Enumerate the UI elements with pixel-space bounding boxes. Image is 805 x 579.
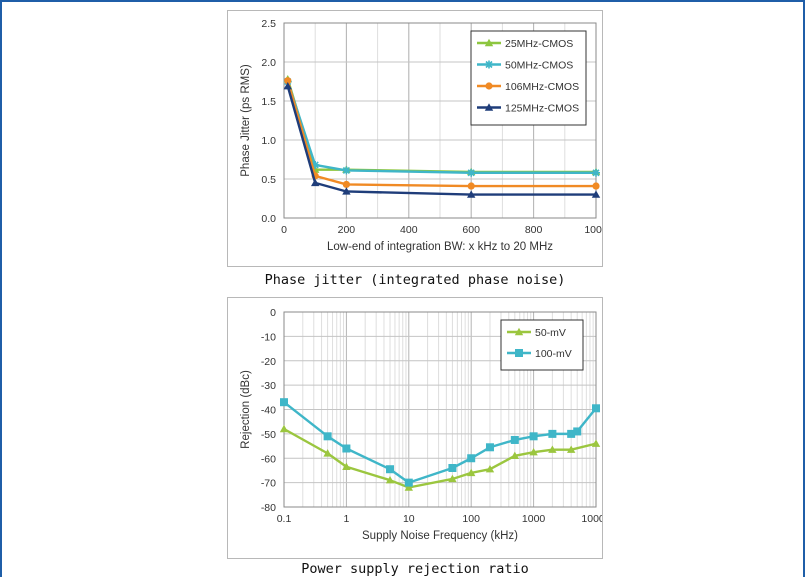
data-point (467, 454, 476, 463)
x-tick-label: 1 (343, 513, 349, 525)
data-point (566, 445, 576, 453)
data-point (323, 449, 332, 457)
data-point (404, 478, 413, 487)
legend-entry: 50MHz-CMOS (505, 60, 573, 72)
data-point (342, 462, 351, 470)
data-point (342, 444, 351, 453)
data-point (284, 77, 292, 85)
x-tick-label: 600 (462, 224, 480, 236)
y-tick-label: -10 (261, 331, 276, 343)
data-point (279, 424, 289, 433)
y-tick-label: -70 (261, 478, 276, 490)
legend-marker (514, 327, 524, 336)
x-tick-label: 800 (525, 224, 543, 236)
data-point (592, 168, 600, 177)
data-point (485, 465, 495, 473)
data-point (485, 443, 494, 452)
data-point (280, 398, 288, 407)
y-tick-label: 1.0 (261, 135, 276, 147)
y-tick-label: -20 (261, 356, 276, 368)
y-tick-label: 0.5 (261, 174, 276, 186)
legend-marker (484, 38, 494, 47)
data-point (342, 187, 351, 195)
data-point (467, 168, 476, 177)
data-point (342, 180, 350, 189)
data-point (467, 190, 476, 198)
data-point (311, 160, 320, 169)
data-point (404, 483, 413, 491)
legend-entry: 106MHz-CMOS (505, 81, 579, 93)
data-point (448, 464, 457, 472)
y-axis-label: Phase Jitter (ps RMS) (240, 64, 252, 177)
phase-jitter-caption: Phase jitter (integrated phase noise) (264, 272, 566, 288)
data-point (529, 432, 538, 441)
legend-entry: 25MHz-CMOS (505, 38, 573, 50)
data-point (592, 404, 600, 413)
legend (500, 319, 584, 371)
x-tick-label: 1000 (522, 513, 546, 525)
legend-marker (485, 82, 493, 90)
data-point (548, 429, 557, 438)
y-tick-label: -60 (261, 453, 276, 465)
legend-marker (485, 60, 493, 69)
data-point (510, 451, 520, 460)
y-tick-label: 2.5 (261, 18, 276, 30)
data-point (311, 178, 320, 187)
phase-jitter-chart-panel: 0 200 400 600 800 1000 0.0 0.5 1.0 1.5 2.0 2.5 Low-e… (227, 10, 603, 267)
data-point (567, 429, 576, 438)
x-tick-label: 1000 (584, 224, 602, 236)
x-tick-label: 400 (400, 224, 418, 236)
x-tick-label: 0 (281, 224, 287, 236)
data-point (283, 81, 292, 90)
y-tick-label: -50 (261, 429, 276, 441)
x-tick-label: 200 (338, 224, 356, 236)
data-point (573, 427, 582, 436)
data-point (591, 439, 601, 447)
y-tick-label: -40 (261, 405, 276, 417)
data-point (591, 190, 601, 198)
y-tick-label: 2.0 (261, 57, 276, 69)
data-point (323, 432, 332, 441)
data-point (529, 447, 538, 456)
x-tick-label: 100 (462, 513, 480, 525)
legend-marker (515, 349, 523, 357)
legend-entry: 50-mV (535, 327, 566, 339)
psrr-caption: Power supply rejection ratio (301, 561, 529, 577)
x-tick-label: 0.1 (277, 513, 292, 525)
data-point (548, 445, 557, 453)
data-point (510, 435, 519, 444)
x-axis-label: Low-end of integration BW: x kHz to 20 M… (327, 241, 553, 253)
y-axis-label: Rejection (dBc) (240, 370, 252, 449)
data-point (467, 182, 475, 190)
y-tick-label: -30 (261, 380, 276, 392)
data-point (342, 166, 351, 175)
y-tick-label: 1.5 (261, 96, 276, 108)
y-tick-label: 0.0 (261, 213, 276, 225)
data-point (592, 182, 600, 190)
plot-area (283, 22, 597, 219)
legend-entry: 125MHz-CMOS (505, 103, 579, 115)
y-tick-label: 0 (270, 307, 276, 319)
series-line (283, 401, 597, 484)
data-point (448, 474, 457, 483)
x-tick-label: 10 (403, 513, 415, 525)
x-axis-label: Supply Noise Frequency (kHz) (362, 530, 518, 542)
y-tick-label: -80 (261, 502, 276, 514)
data-point (385, 475, 395, 484)
phase-jitter-chart: 0 200 400 600 800 1000 0.0 0.5 1.0 1.5 2.0 2.5 Low-e… (240, 18, 602, 253)
legend-entry: 100-mV (535, 348, 572, 360)
data-point (386, 465, 395, 474)
legend-marker (484, 103, 494, 111)
data-point (467, 468, 476, 477)
